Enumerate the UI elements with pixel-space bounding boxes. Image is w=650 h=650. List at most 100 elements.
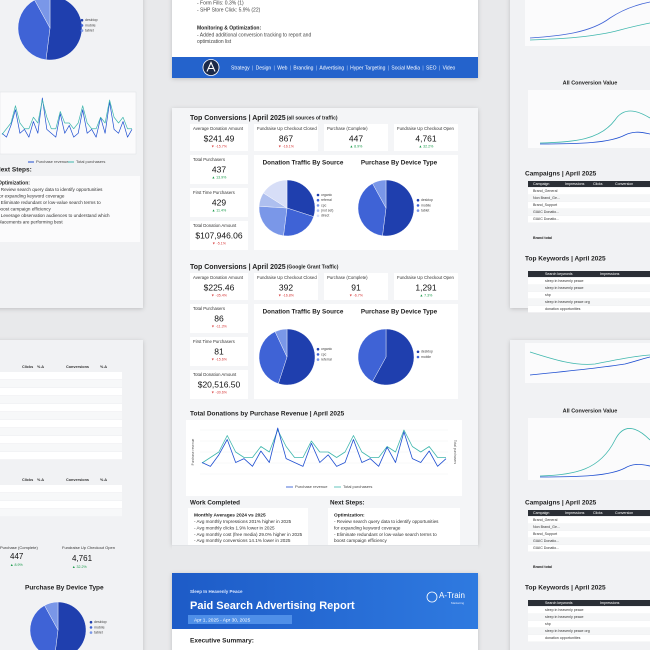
nav-link[interactable]: Web: [277, 65, 287, 71]
legend-dot: [316, 198, 320, 202]
kpi-change: ▼ -35.4%: [211, 293, 228, 297]
legend-dot: [80, 24, 84, 27]
list-item: for expanding keyword coverage: [334, 526, 401, 531]
chart-card: [186, 420, 462, 496]
legend-dot: [316, 214, 320, 218]
kpi-change: ▼ -5.1%: [212, 241, 227, 245]
kpi-label: Average Donation Amount: [193, 126, 244, 131]
kpi-label: Total Purchasers: [193, 306, 225, 311]
nav-link[interactable]: SEO: [426, 65, 437, 71]
kpi-value: 437: [212, 164, 226, 174]
nav-link[interactable]: Design: [256, 65, 272, 71]
kpi-value: 91: [351, 282, 361, 292]
table-row: [0, 396, 122, 404]
nav-link[interactable]: Advertising: [319, 65, 344, 71]
table-cell: sleep in heavenly peace: [545, 615, 584, 619]
legend-label: mobile: [94, 625, 105, 629]
legend-label: tablet: [85, 29, 94, 33]
nav-link[interactable]: Social Media: [391, 65, 420, 71]
pie-slice: [17, 0, 51, 60]
nav-link[interactable]: Strategy: [231, 65, 250, 71]
label: - Form Fills: 0.3% (1): [197, 0, 244, 6]
text-box: [328, 508, 460, 545]
kpi-change: ▼ -15.7%: [211, 144, 228, 148]
kpi-value: 447: [349, 133, 363, 143]
kpi-label: First Time Purchasers: [193, 190, 235, 195]
pie-slice: [372, 179, 387, 209]
legend-label: mobile: [85, 23, 96, 27]
kpi-change: ▲ 7.3%: [420, 293, 434, 297]
trend-line: [529, 1, 650, 39]
table-row: [0, 452, 122, 460]
label: - SHP Store Click: 5.9% (22): [197, 7, 261, 13]
kpi-card: [324, 273, 388, 300]
kpi-card: [190, 221, 248, 250]
legend-label: desktop: [85, 18, 98, 22]
legend-label: direct: [321, 214, 329, 218]
kpi-change: ▲ 11.4%: [212, 208, 227, 212]
kpi-change: ▼ -11.3%: [211, 324, 227, 328]
y-axis-label: Purchase revenue: [191, 438, 195, 465]
kpi-label: Average Donation Amount: [193, 275, 244, 280]
list-item: - Leverage observation audiences to unde…: [0, 213, 110, 218]
table-row: [528, 278, 650, 285]
table-cell: Brand_Support: [533, 532, 557, 536]
section-title: Top Conversions | April 2025: [190, 264, 286, 271]
list-item: - Eliminate redundant or low-value searc…: [0, 200, 101, 205]
table-row: [528, 607, 650, 614]
kpi-card: [190, 370, 248, 399]
table-header: Clicks: [22, 365, 33, 369]
kpi-change: ▼ -16.1%: [278, 144, 295, 148]
trend-line: [539, 428, 650, 477]
label: - Added additional conversion tracking t…: [197, 32, 311, 38]
kpi-value: 867: [279, 133, 293, 143]
table-header: Clicks: [593, 182, 603, 186]
legend-label: desktop: [421, 198, 433, 202]
table-row: [0, 404, 122, 412]
table-row: [528, 292, 650, 299]
chart-title: Purchase By Device Type: [361, 160, 438, 167]
table-row: [0, 501, 122, 509]
legend-label: cpc: [321, 352, 327, 356]
list-item: - Avg monthly clicks 1.9% lower in 2025: [194, 526, 275, 531]
legend-dot: [80, 29, 84, 32]
nav-link[interactable]: Video: [443, 65, 456, 71]
section-title: Purchase By Device Type: [25, 585, 104, 592]
section-title: Next Steps:: [0, 167, 32, 174]
nav-link[interactable]: Branding: [293, 65, 313, 71]
logo-text: A-Train: [439, 591, 465, 600]
text-box: [0, 176, 140, 242]
table-cell: sleep in heavenly peace: [545, 608, 584, 612]
table-row: [0, 493, 122, 501]
legend-label: desktop: [94, 620, 107, 624]
kpi-label: Purchase (Complete): [327, 126, 368, 131]
label: All Conversion Value: [563, 408, 618, 414]
list-item: boost campaign efficiency: [334, 538, 387, 543]
table-row: [528, 188, 650, 195]
trend-line: [539, 463, 650, 478]
table-header: Impressions: [565, 182, 585, 186]
table-cell: sleep in heavenly peace: [545, 286, 584, 290]
pie-slice: [286, 179, 316, 217]
label: Monitoring & Optimization:: [197, 25, 261, 31]
table-header: % Δ: [100, 478, 107, 482]
list-item: placements are performing best: [0, 220, 63, 225]
kpi-change: ▲ 8.9%: [350, 144, 364, 148]
legend-label: Total purchasers: [76, 159, 105, 164]
legend-label: organic: [321, 193, 332, 197]
table-header: Impressions: [600, 601, 620, 605]
legend-dot: [80, 18, 84, 22]
table-header: Campaign: [533, 182, 549, 186]
logo-mark: [206, 61, 216, 72]
section-subtitle: (Google Grant Traffic): [287, 264, 339, 270]
table-row: [0, 444, 122, 452]
label: 447: [10, 552, 24, 561]
nav-link[interactable]: Hyper Targeting: [350, 65, 385, 71]
table-row: [528, 628, 650, 635]
list-item: - Avg monthly conversions 14.1% lower in…: [194, 538, 291, 543]
chart-box: [528, 418, 650, 480]
legend-label: referral: [321, 357, 332, 361]
kpi-change: ▼ -6.7%: [349, 293, 364, 297]
page-right-top: [510, 0, 650, 308]
